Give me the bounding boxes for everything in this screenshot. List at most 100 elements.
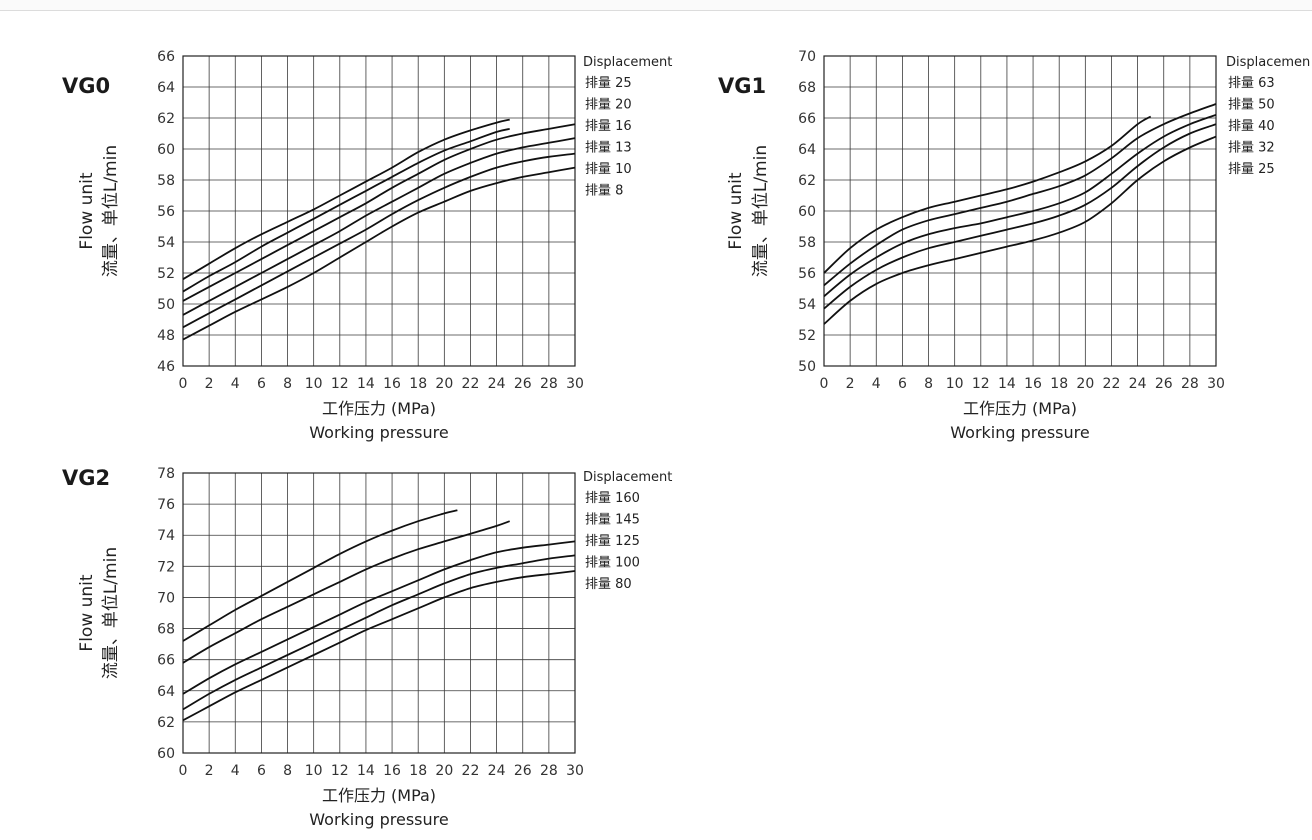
x-tick-label: 28 <box>540 763 558 779</box>
x-axis-label-en: Working pressure <box>309 810 448 829</box>
series-line <box>182 520 511 664</box>
series-line <box>182 137 576 316</box>
legend-title: Displacement <box>583 55 672 70</box>
y-tick-label: 64 <box>157 684 175 700</box>
series-line <box>823 103 1217 287</box>
x-tick-label: 8 <box>283 376 292 392</box>
plot-frame <box>182 55 576 367</box>
chart-vg0: 0 2 4 6 8 10 12 14 16 18 20 22 24 26 28 304648505254565… <box>62 49 672 442</box>
legend-entry: 排量 50 <box>1228 98 1275 113</box>
x-tick-label: 30 <box>566 376 584 392</box>
x-tick-label: 12 <box>331 376 349 392</box>
chart-title: VG1 <box>718 74 766 98</box>
series-line <box>182 152 576 329</box>
x-tick-label: 22 <box>462 376 480 392</box>
y-tick-label: 60 <box>157 142 175 158</box>
x-axis-label-cn: 工作压力 (MPa) <box>322 786 436 805</box>
legend-entry: 排量 145 <box>585 513 640 528</box>
y-tick-label: 48 <box>157 328 175 344</box>
x-tick-label: 12 <box>972 376 990 392</box>
y-axis-label-cn: 流量、单位L/min <box>101 145 121 277</box>
y-tick-label: 50 <box>157 297 175 313</box>
legend-entry: 排量 63 <box>1228 76 1275 91</box>
series-line <box>823 114 1217 297</box>
x-tick-label: 4 <box>231 376 240 392</box>
x-tick-label: 14 <box>357 763 375 779</box>
legend-entry: 排量 8 <box>585 184 623 199</box>
chart-title: VG2 <box>62 466 110 490</box>
series-line <box>823 123 1217 310</box>
y-tick-label: 56 <box>798 266 816 282</box>
legend-entry: 排量 13 <box>585 141 632 156</box>
legend-entry: 排量 40 <box>1228 119 1275 134</box>
legend-title: Displacement <box>583 470 672 485</box>
y-tick-label: 74 <box>157 528 175 544</box>
x-tick-label: 14 <box>357 376 375 392</box>
series-line <box>823 115 1152 274</box>
x-tick-label: 20 <box>435 763 453 779</box>
y-axis-label-en: Flow unit <box>77 574 97 651</box>
legend-entry: 排量 32 <box>1228 141 1275 156</box>
plot-frame <box>182 472 576 754</box>
y-tick-label: 58 <box>798 235 816 251</box>
x-tick-label: 24 <box>1129 376 1147 392</box>
series-line <box>182 128 510 293</box>
x-tick-label: 8 <box>283 763 292 779</box>
x-tick-label: 2 <box>846 376 855 392</box>
y-tick-label: 68 <box>157 622 175 638</box>
x-tick-label: 26 <box>1155 376 1173 392</box>
x-tick-label: 0 <box>179 376 188 392</box>
y-tick-label: 72 <box>157 559 175 575</box>
x-tick-label: 0 <box>179 763 188 779</box>
x-tick-label: 6 <box>898 376 907 392</box>
y-tick-label: 54 <box>157 235 175 251</box>
y-tick-label: 58 <box>157 173 175 189</box>
y-tick-label: 64 <box>798 142 816 158</box>
y-tick-label: 52 <box>798 328 816 344</box>
series-line <box>182 540 576 695</box>
legend-entry: 排量 100 <box>585 556 640 571</box>
x-tick-label: 6 <box>257 763 266 779</box>
x-tick-label: 0 <box>820 376 829 392</box>
legend-entry: 排量 125 <box>585 534 640 549</box>
legend-entry: 排量 20 <box>585 98 632 113</box>
series-line <box>823 135 1217 325</box>
x-tick-label: 22 <box>1103 376 1121 392</box>
x-tick-label: 18 <box>409 763 427 779</box>
x-tick-label: 8 <box>924 376 933 392</box>
series-line <box>182 554 576 711</box>
x-tick-label: 24 <box>488 376 506 392</box>
x-tick-label: 20 <box>435 376 453 392</box>
y-tick-label: 54 <box>798 297 816 313</box>
y-tick-label: 66 <box>157 49 175 65</box>
y-tick-label: 46 <box>157 359 175 375</box>
legend-entry: 排量 10 <box>585 162 632 177</box>
x-tick-label: 16 <box>383 376 401 392</box>
x-tick-label: 26 <box>514 763 532 779</box>
series-line <box>182 123 576 302</box>
x-tick-label: 16 <box>1024 376 1042 392</box>
x-tick-label: 30 <box>1207 376 1225 392</box>
y-tick-label: 62 <box>798 173 816 189</box>
chart-title: VG0 <box>62 74 110 98</box>
x-tick-label: 20 <box>1076 376 1094 392</box>
x-tick-label: 4 <box>231 763 240 779</box>
x-tick-label: 26 <box>514 376 532 392</box>
x-tick-label: 14 <box>998 376 1016 392</box>
y-tick-label: 70 <box>157 590 175 606</box>
x-tick-label: 16 <box>383 763 401 779</box>
y-tick-label: 52 <box>157 266 175 282</box>
legend-entry: 排量 80 <box>585 577 632 592</box>
series-line <box>182 509 458 642</box>
y-tick-label: 78 <box>157 466 175 482</box>
y-tick-label: 68 <box>798 80 816 96</box>
y-tick-label: 66 <box>798 111 816 127</box>
x-axis-label-en: Working pressure <box>309 423 448 442</box>
x-tick-label: 6 <box>257 376 266 392</box>
x-tick-label: 28 <box>1181 376 1199 392</box>
x-axis-label-cn: 工作压力 (MPa) <box>963 399 1077 418</box>
x-tick-label: 18 <box>1050 376 1068 392</box>
x-tick-label: 24 <box>488 763 506 779</box>
x-tick-label: 22 <box>462 763 480 779</box>
